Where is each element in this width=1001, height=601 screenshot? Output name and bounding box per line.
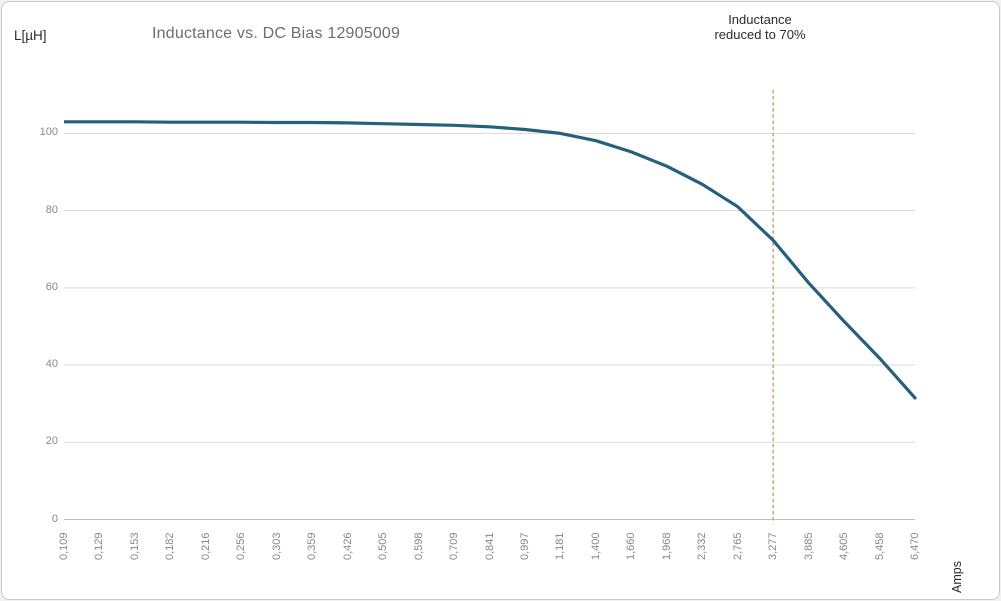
- x-tick-label: 0,505: [377, 532, 390, 560]
- x-tick-label: 0,997: [518, 532, 531, 560]
- x-tick-label: 0,256: [235, 532, 248, 560]
- annotation-line1: Inductance: [728, 12, 792, 27]
- chart-title: Inductance vs. DC Bias 12905009: [152, 25, 401, 42]
- x-tick-label: 1,660: [625, 532, 638, 560]
- y-tick-label: 0: [51, 512, 58, 525]
- y-tick-label: 80: [45, 203, 58, 216]
- x-tick-label: 3,885: [802, 532, 815, 560]
- x-tick-label: 2,765: [731, 532, 744, 560]
- x-tick-label: 0,216: [199, 532, 212, 560]
- annotation-line2: reduced to 70%: [714, 27, 806, 42]
- annotation-label: Inductance reduced to 70%: [690, 12, 830, 42]
- plot-svg: [64, 90, 917, 524]
- y-tick-label: 100: [39, 126, 58, 139]
- x-tick-label: 0,426: [341, 532, 354, 560]
- series-line: [64, 120, 917, 400]
- x-tick-label: 1,181: [554, 532, 567, 560]
- x-tick-label: 6,470: [909, 532, 921, 560]
- x-tick-label: 0,129: [93, 532, 106, 560]
- x-tick-label: 0,303: [270, 532, 283, 560]
- x-tick-label: 4,605: [838, 532, 851, 560]
- x-tick-label: 3,277: [767, 532, 780, 560]
- y-tick-label: 40: [45, 358, 58, 371]
- x-tick-label: 2,332: [696, 532, 709, 560]
- x-tick-label: 1,968: [660, 532, 673, 560]
- x-tick-label: 0,109: [58, 532, 70, 560]
- x-tick-label: 0,153: [128, 532, 141, 560]
- y-axis-title: L[µH]: [14, 28, 47, 43]
- x-tick-label: 0,182: [164, 532, 177, 560]
- x-tick-label: 1,400: [589, 532, 602, 560]
- y-tick-label: 60: [45, 280, 58, 293]
- x-tick-label: 0,598: [412, 532, 425, 560]
- x-tick-label: 5,458: [873, 532, 886, 560]
- x-tick-label: 0,359: [306, 532, 319, 560]
- x-axis-title: Amps: [950, 561, 964, 593]
- x-tick-label: 0,709: [448, 532, 461, 560]
- x-tick-label: 0,841: [483, 532, 496, 560]
- y-tick-label: 20: [45, 435, 58, 448]
